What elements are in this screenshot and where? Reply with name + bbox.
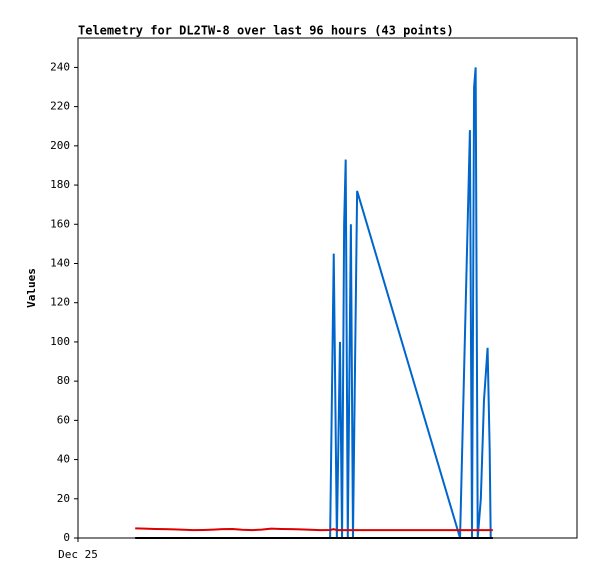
y-tick-label: 200 [50, 139, 70, 152]
y-axis-label: Values [25, 268, 38, 308]
y-tick-label: 100 [50, 335, 70, 348]
y-tick-label: 120 [50, 296, 70, 309]
series-line [135, 527, 493, 532]
y-tick-label: 220 [50, 100, 70, 113]
x-tick-label: Dec 25 [58, 548, 98, 561]
y-tick-label: 140 [50, 256, 70, 269]
y-tick-label: 40 [57, 453, 70, 466]
y-tick-label: 240 [50, 60, 70, 73]
y-tick-label: 160 [50, 217, 70, 230]
y-tick-label: 20 [57, 492, 70, 505]
y-tick-label: 180 [50, 178, 70, 191]
y-tick-label: 60 [57, 413, 70, 426]
y-tick-label: 80 [57, 374, 70, 387]
y-tick-label: 0 [63, 531, 70, 544]
chart-title: Telemetry for DL2TW-8 over last 96 hours… [78, 24, 454, 38]
